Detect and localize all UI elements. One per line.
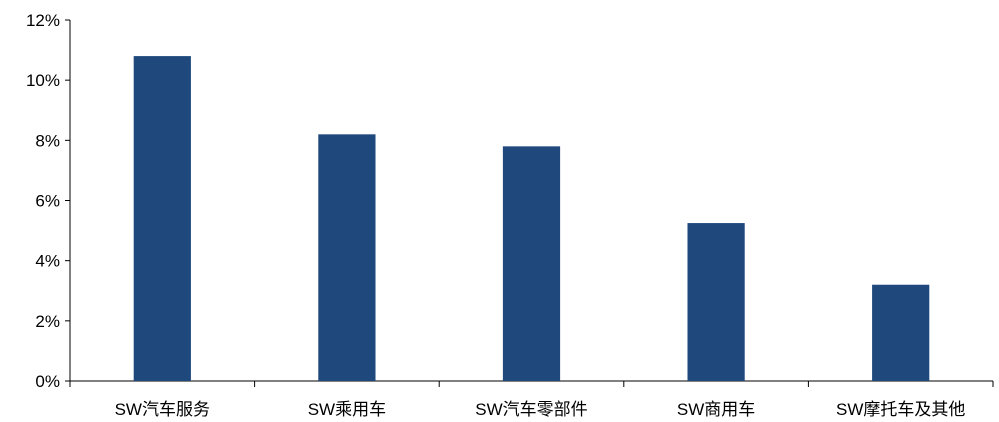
- bar: [872, 284, 930, 381]
- category-label: SW商用车: [677, 400, 755, 419]
- bar: [318, 134, 376, 381]
- bar: [133, 56, 191, 381]
- y-tick-label: 8%: [35, 131, 60, 150]
- category-label: SW汽车服务: [115, 400, 210, 419]
- category-label: SW乘用车: [308, 400, 386, 419]
- y-tick-label: 6%: [35, 192, 60, 211]
- y-tick-label: 0%: [35, 372, 60, 391]
- y-axis: 0% 2% 4% 6% 8% 10% 12%: [26, 11, 71, 391]
- category-labels: SW汽车服务 SW乘用车 SW汽车零部件 SW商用车 SW摩托车及其他: [115, 400, 966, 419]
- y-tick-label: 4%: [35, 252, 60, 271]
- category-label: SW摩托车及其他: [836, 400, 965, 419]
- bar: [502, 146, 561, 381]
- y-tick-label: 2%: [35, 312, 60, 331]
- bar: [687, 223, 745, 381]
- y-tick-label: 10%: [26, 71, 60, 90]
- category-label: SW汽车零部件: [475, 400, 587, 419]
- y-tick-label: 12%: [26, 11, 60, 30]
- x-axis: [69, 380, 994, 387]
- bars: [133, 56, 930, 381]
